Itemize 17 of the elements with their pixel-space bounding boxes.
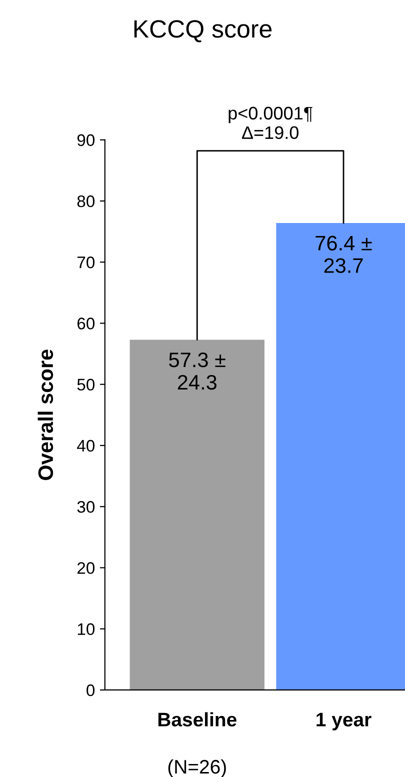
y-axis-title: Overall score (38, 350, 54, 480)
data-label: 57.3 ± 24.3 (169, 352, 226, 390)
text: p<0.0001¶ Δ=19.0 (228, 106, 312, 140)
y-tick-label: 20 (77, 562, 95, 574)
y-tick-label: 80 (77, 195, 95, 208)
y-tick-label: 30 (77, 501, 95, 513)
y-tick-label: 60 (77, 318, 95, 330)
x-tick-label: Baseline (158, 712, 236, 726)
y-tick-label: 90 (77, 134, 95, 146)
y-tick-label: 50 (77, 378, 95, 391)
y-tick-label: 0 (86, 684, 95, 696)
data-label: 76.4 ± 23.7 (316, 236, 372, 273)
y-tick-label: 10 (78, 623, 95, 636)
x-tick-label: 1 year (316, 712, 372, 730)
chart-title: KCCQ score (134, 20, 272, 42)
y-tick-label: 40 (77, 440, 95, 452)
y-tick-label: 70 (77, 256, 95, 268)
